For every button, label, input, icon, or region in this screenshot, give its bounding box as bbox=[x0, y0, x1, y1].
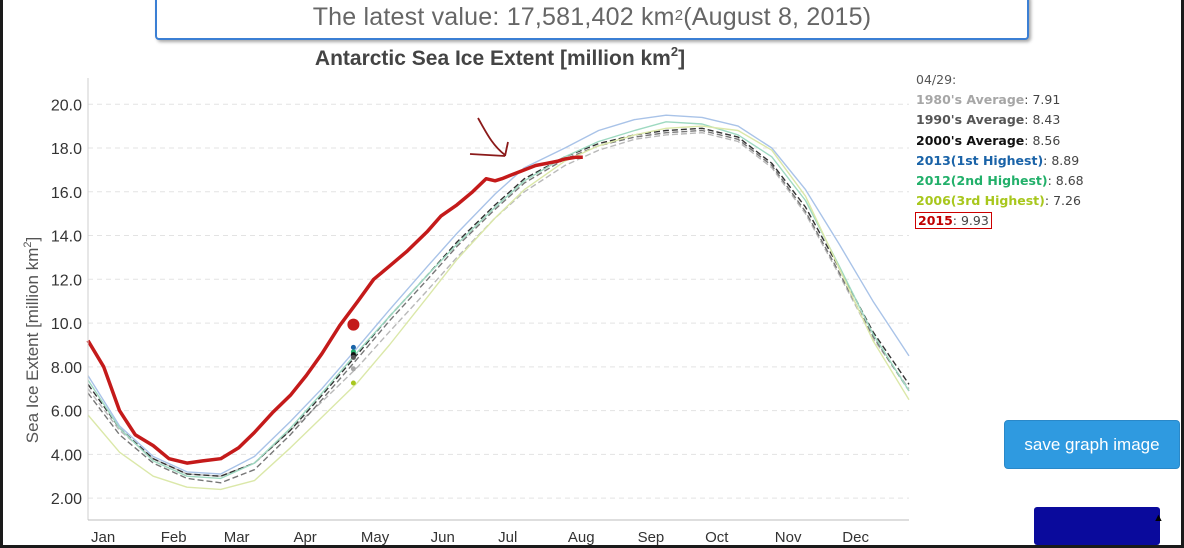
series-layer bbox=[86, 114, 910, 491]
latest-value-banner: The latest value: 17,581,402 km 2 (August … bbox=[155, 0, 1029, 40]
latest-value-number: 17,581,402 km bbox=[506, 2, 675, 31]
frame-right-edge bbox=[1181, 0, 1184, 548]
x-tick-label: Apr bbox=[293, 529, 316, 546]
legend-item: 1990's Average: 8.43 bbox=[916, 112, 1061, 128]
legend-item-name: 2006(3rd Highest) bbox=[916, 193, 1045, 209]
series-line bbox=[86, 155, 583, 465]
annotation-arrow-icon bbox=[469, 117, 509, 157]
y-tick-label: 4.00 bbox=[51, 447, 82, 464]
legend-item-name: 1990's Average bbox=[916, 112, 1025, 128]
data-point-marker bbox=[347, 318, 360, 331]
legend-item: 2013(1st Highest): 8.89 bbox=[916, 152, 1080, 168]
x-tick-label: Dec bbox=[842, 529, 869, 546]
legend-item-name: 2000's Average bbox=[916, 132, 1025, 148]
x-tick-label: Jun bbox=[431, 529, 455, 546]
x-tick-label: Jul bbox=[498, 529, 517, 546]
x-tick-label: May bbox=[361, 529, 390, 546]
legend-item-value: 8.68 bbox=[1055, 173, 1084, 189]
series-line bbox=[87, 125, 910, 491]
y-tick-label: 6.00 bbox=[51, 404, 82, 421]
legend-item: 2006(3rd Highest): 7.26 bbox=[916, 193, 1081, 209]
y-tick-label: 8.00 bbox=[51, 360, 82, 377]
y-tick-label: 14.0 bbox=[51, 229, 82, 246]
x-tick-label: Oct bbox=[705, 529, 729, 546]
blue-footer-button[interactable] bbox=[1034, 507, 1160, 545]
series-line bbox=[87, 121, 910, 480]
data-point-marker bbox=[350, 354, 356, 360]
data-point-marker bbox=[350, 344, 356, 350]
series-line bbox=[87, 132, 910, 477]
latest-value-date: (August 8, 2015) bbox=[683, 2, 872, 31]
y-tick-label: 18.0 bbox=[51, 141, 82, 158]
y-tick-label: 16.0 bbox=[51, 185, 82, 202]
legend-item-value: 8.56 bbox=[1032, 132, 1061, 148]
y-axis-label: Sea Ice Extent [million km2] bbox=[22, 237, 42, 443]
axis-layer: 2.00 4.00 6.00 8.00 10.0 12.0 14.0 16.0 18.0 20.0… bbox=[51, 78, 909, 546]
legend-item-name: 2013(1st Highest) bbox=[916, 152, 1044, 168]
series-line bbox=[87, 114, 910, 475]
chart-title: Antarctic Sea Ice Extent [million km2] bbox=[315, 44, 685, 70]
y-tick-label: 10.0 bbox=[51, 316, 82, 333]
grid-layer bbox=[88, 103, 909, 499]
frame-left-edge bbox=[0, 0, 3, 548]
legend-item: 2012(2nd Highest): 8.68 bbox=[916, 173, 1084, 189]
chart-legend: 04/29: 1980's Average: 7.91 1990's Averag… bbox=[915, 70, 1084, 232]
legend-item-value: 8.89 bbox=[1051, 152, 1080, 168]
legend-current-year-box: 2015: 9.93 bbox=[915, 212, 992, 230]
data-point-marker bbox=[350, 366, 356, 372]
latest-value-unit-sup: 2 bbox=[674, 6, 684, 24]
legend-item: 1980's Average: 7.91 bbox=[916, 92, 1061, 108]
latest-value-prefix: The latest value bbox=[312, 2, 493, 31]
series-line bbox=[87, 127, 910, 477]
marker-layer bbox=[347, 318, 360, 386]
x-tick-label: Aug bbox=[568, 529, 595, 546]
legend-item: 2000's Average: 8.56 bbox=[916, 132, 1061, 148]
caret-up-icon: ▲ bbox=[1153, 512, 1164, 524]
save-graph-image-button[interactable]: save graph image bbox=[1004, 420, 1180, 469]
legend-date: 04/29: bbox=[916, 72, 957, 87]
y-tick-label: 12.0 bbox=[51, 272, 82, 289]
x-tick-label: Jan bbox=[91, 529, 115, 546]
x-tick-label: Sep bbox=[638, 529, 665, 546]
legend-item-name: 1980's Average bbox=[916, 92, 1025, 108]
frame-bottom-edge bbox=[0, 545, 1184, 548]
legend-item: 2015: 9.93 bbox=[915, 211, 1084, 231]
x-tick-label: Mar bbox=[224, 529, 250, 546]
legend-item-value: 8.43 bbox=[1032, 112, 1061, 128]
x-tick-label: Feb bbox=[161, 529, 187, 546]
y-tick-label: 20.0 bbox=[51, 97, 82, 114]
x-tick-label: Nov bbox=[775, 529, 802, 546]
legend-item-name: 2015 bbox=[918, 213, 953, 229]
y-tick-label: 2.00 bbox=[51, 491, 82, 508]
latest-value-separator: : bbox=[492, 2, 500, 31]
legend-item-value: 9.93 bbox=[960, 213, 989, 229]
legend-item-name: 2012(2nd Highest) bbox=[916, 173, 1048, 189]
series-line bbox=[87, 129, 910, 484]
legend-item-value: 7.91 bbox=[1032, 92, 1061, 108]
data-point-marker bbox=[350, 380, 356, 386]
legend-item-value: 7.26 bbox=[1053, 193, 1081, 209]
